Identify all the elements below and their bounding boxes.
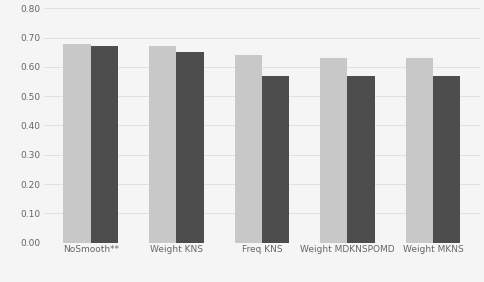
Bar <box>149 47 176 243</box>
Bar <box>432 76 459 243</box>
Bar <box>261 76 288 243</box>
Bar <box>234 55 261 243</box>
Bar <box>347 76 374 243</box>
Bar <box>63 44 91 243</box>
Bar <box>176 52 203 243</box>
Bar <box>319 58 347 243</box>
Bar <box>91 47 118 243</box>
Bar <box>405 58 432 243</box>
